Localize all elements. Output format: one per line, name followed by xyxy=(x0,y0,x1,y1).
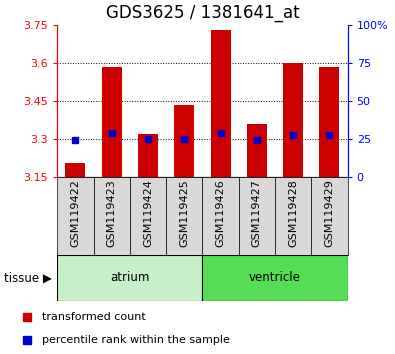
Bar xyxy=(166,177,203,255)
Bar xyxy=(203,177,239,255)
Text: GSM119423: GSM119423 xyxy=(107,179,117,247)
Text: GSM119427: GSM119427 xyxy=(252,179,262,247)
Bar xyxy=(57,177,94,255)
Text: transformed count: transformed count xyxy=(42,312,146,322)
Bar xyxy=(239,177,275,255)
Text: GSM119426: GSM119426 xyxy=(216,179,226,247)
Text: ventricle: ventricle xyxy=(249,272,301,284)
Bar xyxy=(320,67,339,177)
Bar xyxy=(66,163,85,177)
Bar xyxy=(247,124,267,177)
Bar xyxy=(94,177,130,255)
Text: GSM119422: GSM119422 xyxy=(70,179,81,247)
Bar xyxy=(130,177,166,255)
Bar xyxy=(211,30,231,177)
Text: GSM119428: GSM119428 xyxy=(288,179,298,247)
Bar xyxy=(57,255,203,301)
Text: GSM119424: GSM119424 xyxy=(143,179,153,247)
Bar xyxy=(174,105,194,177)
Title: GDS3625 / 1381641_at: GDS3625 / 1381641_at xyxy=(105,4,299,22)
Text: GSM119429: GSM119429 xyxy=(324,179,335,247)
Bar xyxy=(203,255,348,301)
Bar xyxy=(311,177,348,255)
Text: percentile rank within the sample: percentile rank within the sample xyxy=(42,335,230,346)
Text: tissue ▶: tissue ▶ xyxy=(4,272,52,284)
Bar xyxy=(102,67,122,177)
Bar xyxy=(275,177,311,255)
Text: atrium: atrium xyxy=(110,272,150,284)
Text: GSM119425: GSM119425 xyxy=(179,179,189,247)
Bar xyxy=(138,134,158,177)
Bar xyxy=(283,63,303,177)
